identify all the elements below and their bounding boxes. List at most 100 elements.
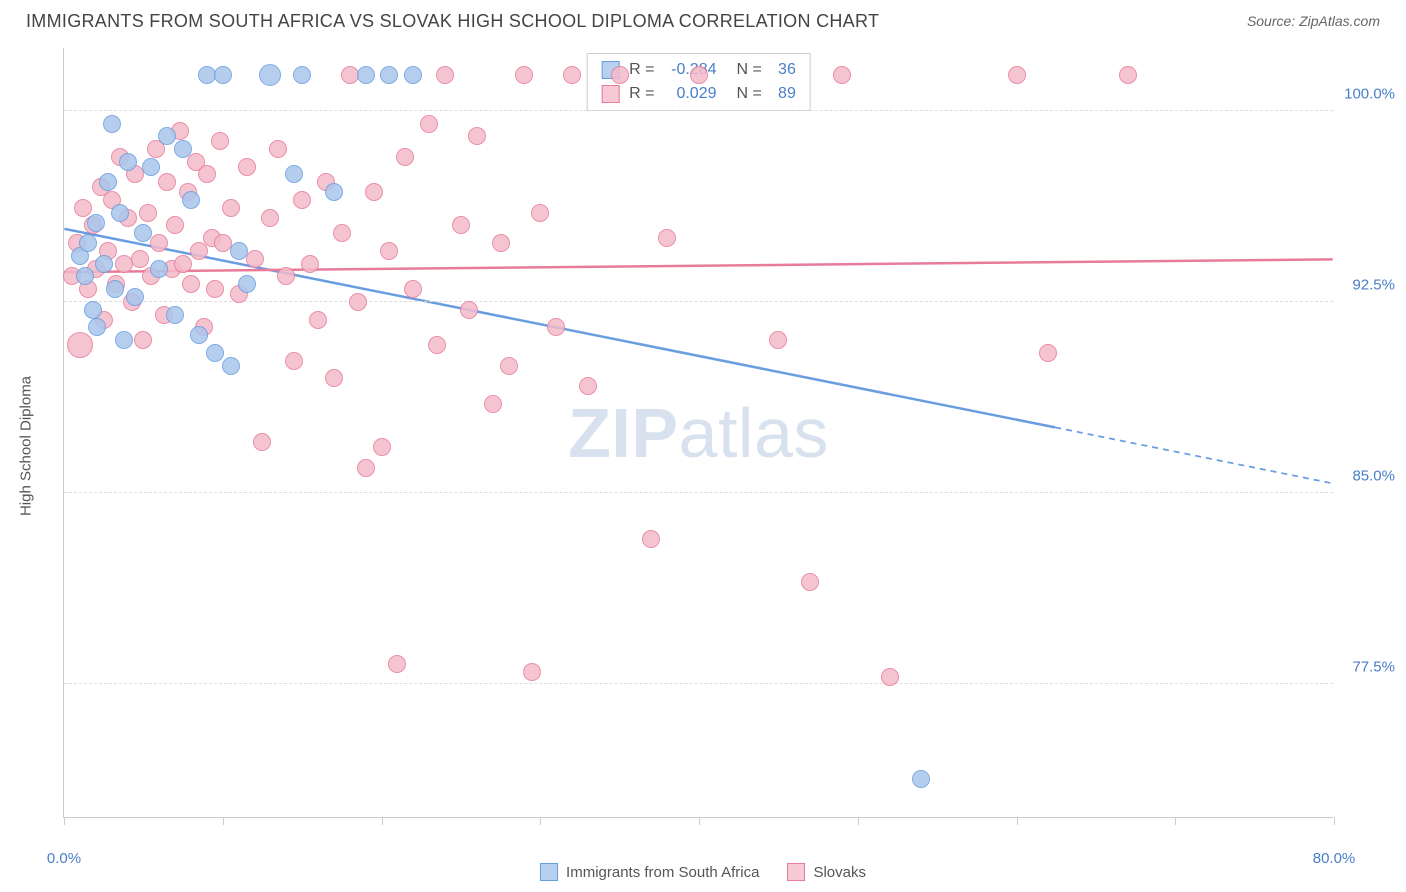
x-tick-label: 0.0% <box>47 850 81 867</box>
data-point <box>74 199 92 217</box>
data-point <box>769 331 787 349</box>
data-point <box>95 255 113 273</box>
data-point <box>150 234 168 252</box>
data-point <box>404 280 422 298</box>
data-point <box>166 216 184 234</box>
y-tick-label: 100.0% <box>1344 85 1395 102</box>
data-point <box>301 255 319 273</box>
y-tick-label: 85.0% <box>1352 468 1395 485</box>
data-point <box>1119 66 1137 84</box>
gridline <box>64 683 1333 684</box>
data-point <box>912 770 930 788</box>
data-point <box>79 234 97 252</box>
data-point <box>238 158 256 176</box>
data-point <box>373 438 391 456</box>
data-point <box>333 224 351 242</box>
x-tick <box>1334 817 1335 825</box>
data-point <box>365 183 383 201</box>
data-point <box>230 242 248 260</box>
data-point <box>111 204 129 222</box>
data-point <box>881 668 899 686</box>
data-point <box>380 66 398 84</box>
data-point <box>246 250 264 268</box>
data-point <box>285 352 303 370</box>
data-point <box>142 158 160 176</box>
legend-item-series2: Slovaks <box>787 863 866 881</box>
data-point <box>106 280 124 298</box>
data-point <box>285 165 303 183</box>
data-point <box>222 357 240 375</box>
data-point <box>134 331 152 349</box>
data-point <box>238 275 256 293</box>
x-tick <box>1017 817 1018 825</box>
scatter-chart: ZIPatlas R = -0.284 N = 36 R = 0.029 N =… <box>63 48 1333 818</box>
data-point <box>690 66 708 84</box>
x-tick <box>1175 817 1176 825</box>
data-point <box>460 301 478 319</box>
data-point <box>436 66 454 84</box>
y-tick-label: 77.5% <box>1352 659 1395 676</box>
data-point <box>76 267 94 285</box>
data-point <box>563 66 581 84</box>
data-point <box>579 377 597 395</box>
data-point <box>396 148 414 166</box>
swatch-series2-icon <box>787 863 805 881</box>
data-point <box>357 459 375 477</box>
data-point <box>420 115 438 133</box>
data-point <box>325 183 343 201</box>
data-point <box>190 326 208 344</box>
data-point <box>174 255 192 273</box>
data-point <box>325 369 343 387</box>
data-point <box>428 336 446 354</box>
gridline <box>64 492 1333 493</box>
data-point <box>206 280 224 298</box>
data-point <box>642 530 660 548</box>
data-point <box>182 191 200 209</box>
chart-source: Source: ZipAtlas.com <box>1247 13 1380 29</box>
data-point <box>115 331 133 349</box>
data-point <box>67 332 93 358</box>
data-point <box>166 306 184 324</box>
data-point <box>126 288 144 306</box>
data-point <box>1008 66 1026 84</box>
data-point <box>309 311 327 329</box>
data-point <box>492 234 510 252</box>
data-point <box>388 655 406 673</box>
data-point <box>357 66 375 84</box>
data-point <box>119 153 137 171</box>
data-point <box>500 357 518 375</box>
x-tick <box>540 817 541 825</box>
data-point <box>88 318 106 336</box>
data-point <box>134 224 152 242</box>
regression-line-extrapolated <box>1055 427 1332 483</box>
data-point <box>158 173 176 191</box>
data-point <box>484 395 502 413</box>
data-point <box>139 204 157 222</box>
data-point <box>259 64 281 86</box>
data-point <box>158 127 176 145</box>
data-point <box>801 573 819 591</box>
data-point <box>523 663 541 681</box>
data-point <box>547 318 565 336</box>
y-tick-label: 92.5% <box>1352 276 1395 293</box>
data-point <box>182 275 200 293</box>
data-point <box>214 66 232 84</box>
chart-title: IMMIGRANTS FROM SOUTH AFRICA VS SLOVAK H… <box>26 11 879 32</box>
data-point <box>87 214 105 232</box>
data-point <box>349 293 367 311</box>
x-tick <box>858 817 859 825</box>
data-point <box>658 229 676 247</box>
data-point <box>293 191 311 209</box>
data-point <box>1039 344 1057 362</box>
data-point <box>380 242 398 260</box>
swatch-series2 <box>601 85 619 103</box>
stats-row-series2: R = 0.029 N = 89 <box>601 82 796 106</box>
bottom-legend: Immigrants from South Africa Slovaks <box>540 863 866 881</box>
x-tick <box>699 817 700 825</box>
data-point <box>468 127 486 145</box>
gridline <box>64 301 1333 302</box>
data-point <box>833 66 851 84</box>
data-point <box>293 66 311 84</box>
swatch-series1-icon <box>540 863 558 881</box>
gridline <box>64 110 1333 111</box>
